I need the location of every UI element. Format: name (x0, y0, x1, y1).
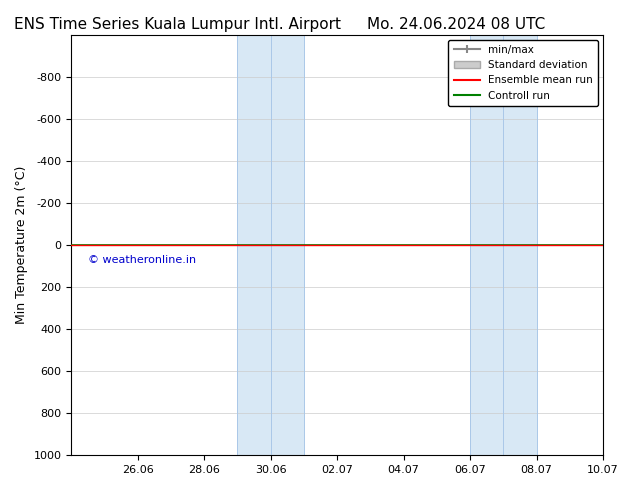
Bar (470, 35, 536, 455)
Legend: min/max, Standard deviation, Ensemble mean run, Controll run: min/max, Standard deviation, Ensemble me… (448, 40, 598, 106)
Text: Mo. 24.06.2024 08 UTC: Mo. 24.06.2024 08 UTC (367, 17, 546, 32)
Text: ENS Time Series Kuala Lumpur Intl. Airport: ENS Time Series Kuala Lumpur Intl. Airpo… (14, 17, 341, 32)
Y-axis label: Min Temperature 2m (°C): Min Temperature 2m (°C) (15, 166, 28, 324)
Text: © weatheronline.in: © weatheronline.in (88, 255, 196, 266)
Bar (238, 35, 304, 455)
